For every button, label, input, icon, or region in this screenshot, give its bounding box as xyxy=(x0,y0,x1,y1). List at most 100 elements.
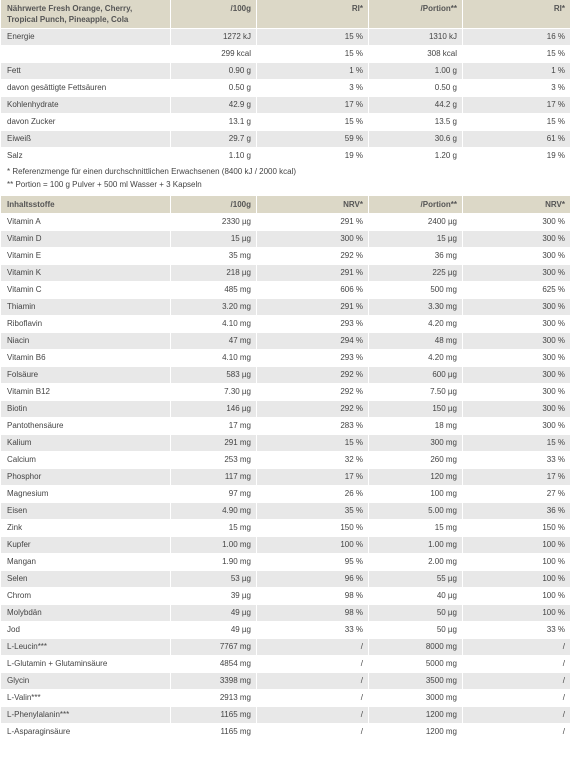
value-cell: 283 % xyxy=(256,417,369,435)
header-cell: Inhaltsstoffe xyxy=(0,195,171,214)
value-cell: 15 % xyxy=(256,113,369,131)
value-cell: 600 µg xyxy=(368,366,463,384)
value-cell: 1.00 g xyxy=(368,62,463,80)
value-cell: 100 % xyxy=(462,553,570,571)
table-row: davon Zucker 13.1 g 15 % 13.5 g 15 % xyxy=(0,113,570,131)
value-cell: 30.6 g xyxy=(368,130,463,148)
value-cell: 0.90 g xyxy=(170,62,257,80)
value-cell: 100 % xyxy=(462,570,570,588)
table-row: Vitamin B12 7.30 µg 292 % 7.50 µg 300 % xyxy=(0,383,570,401)
row-label: Kohlenhydrate xyxy=(0,96,171,114)
value-cell: 300 % xyxy=(462,315,570,333)
header-cell: NRV* xyxy=(256,195,369,214)
row-label: L-Asparaginsäure xyxy=(0,723,171,741)
value-cell: 300 % xyxy=(462,213,570,231)
table-row: Vitamin D 15 µg 300 % 15 µg 300 % xyxy=(0,230,570,248)
row-label: Jod xyxy=(0,621,171,639)
value-cell: 150 % xyxy=(256,519,369,537)
value-cell: 294 % xyxy=(256,332,369,350)
table-row: L-Leucin*** 7767 mg/8000 mg / xyxy=(0,638,570,656)
row-label: L-Glutamin + Glutaminsäure xyxy=(0,655,171,673)
value-cell: 2400 µg xyxy=(368,213,463,231)
row-label: Biotin xyxy=(0,400,171,418)
value-cell: 292 % xyxy=(256,383,369,401)
value-cell: 4854 mg xyxy=(170,655,257,673)
value-cell: 1 % xyxy=(462,62,570,80)
value-cell: 7767 mg xyxy=(170,638,257,656)
value-cell: 218 µg xyxy=(170,264,257,282)
table-row: Kohlenhydrate 42.9 g 17 % 44.2 g 17 % xyxy=(0,96,570,114)
value-cell: 19 % xyxy=(462,147,570,165)
row-label: Molybdän xyxy=(0,604,171,622)
value-cell: 100 mg xyxy=(368,485,463,503)
value-cell: 300 % xyxy=(462,230,570,248)
value-cell: 1 % xyxy=(256,62,369,80)
value-cell: 100 % xyxy=(256,536,369,554)
value-cell: 49 µg xyxy=(170,621,257,639)
value-cell: 100 % xyxy=(462,604,570,622)
value-cell: / xyxy=(256,689,369,707)
value-cell: 291 % xyxy=(256,298,369,316)
header-cell: /100g xyxy=(170,0,257,29)
table-row: Pantothensäure 17 mg 283 % 18 mg 300 % xyxy=(0,417,570,435)
value-cell: 15 % xyxy=(462,434,570,452)
header-cell: RI* xyxy=(256,0,369,29)
value-cell: 120 mg xyxy=(368,468,463,486)
value-cell: 4.20 mg xyxy=(368,315,463,333)
row-label: Glycin xyxy=(0,672,171,690)
table-row: Magnesium 97 mg 26 % 100 mg 27 % xyxy=(0,485,570,503)
table-row: Kalium 291 mg 15 % 300 mg 15 % xyxy=(0,434,570,452)
value-cell: 2330 µg xyxy=(170,213,257,231)
value-cell: 3.20 mg xyxy=(170,298,257,316)
value-cell: 95 % xyxy=(256,553,369,571)
header-cell: Nährwerte Fresh Orange, Cherry, Tropical… xyxy=(0,0,171,29)
value-cell: 33 % xyxy=(462,621,570,639)
value-cell: 35 mg xyxy=(170,247,257,265)
header-cell: RI* xyxy=(462,0,570,29)
value-cell: 47 mg xyxy=(170,332,257,350)
value-cell: 44.2 g xyxy=(368,96,463,114)
row-label: L-Leucin*** xyxy=(0,638,171,656)
table-row: L-Phenylalanin*** 1165 mg/1200 mg / xyxy=(0,706,570,724)
value-cell: 1165 mg xyxy=(170,706,257,724)
value-cell: / xyxy=(256,723,369,741)
value-cell: 15 % xyxy=(256,434,369,452)
value-cell: 29.7 g xyxy=(170,130,257,148)
row-label: Phosphor xyxy=(0,468,171,486)
value-cell: / xyxy=(462,689,570,707)
table-row: Kupfer 1.00 mg 100 % 1.00 mg 100 % xyxy=(0,536,570,554)
value-cell: / xyxy=(256,706,369,724)
value-cell: 1165 mg xyxy=(170,723,257,741)
value-cell: 17 mg xyxy=(170,417,257,435)
value-cell: 15 µg xyxy=(368,230,463,248)
table-row: Calcium 253 mg 32 % 260 mg 33 % xyxy=(0,451,570,469)
value-cell: 1.90 mg xyxy=(170,553,257,571)
value-cell: 3 % xyxy=(256,79,369,97)
value-cell: 100 % xyxy=(462,587,570,605)
row-label xyxy=(0,45,171,63)
table-row: Jod 49 µg 33 % 50 µg 33 % xyxy=(0,621,570,639)
table-row: 299 kcal 15 % 308 kcal 15 % xyxy=(0,45,570,63)
table-row: Eisen 4.90 mg 35 % 5.00 mg 36 % xyxy=(0,502,570,520)
row-label: Zink xyxy=(0,519,171,537)
row-label: L-Valin*** xyxy=(0,689,171,707)
table-row: L-Glutamin + Glutaminsäure 4854 mg/5000 m… xyxy=(0,655,570,673)
value-cell: 300 % xyxy=(462,400,570,418)
table-row: Vitamin K 218 µg 291 % 225 µg 300 % xyxy=(0,264,570,282)
value-cell: 150 % xyxy=(462,519,570,537)
value-cell: 0.50 g xyxy=(368,79,463,97)
value-cell: / xyxy=(256,638,369,656)
value-cell: 300 % xyxy=(462,417,570,435)
value-cell: 225 µg xyxy=(368,264,463,282)
value-cell: 48 mg xyxy=(368,332,463,350)
table-row: Vitamin B6 4.10 mg 293 % 4.20 mg 300 % xyxy=(0,349,570,367)
value-cell: 5.00 mg xyxy=(368,502,463,520)
value-cell: 299 kcal xyxy=(170,45,257,63)
table-row: Eiweiß 29.7 g 59 % 30.6 g 61 % xyxy=(0,130,570,148)
table-row: Niacin 47 mg 294 % 48 mg 300 % xyxy=(0,332,570,350)
value-cell: 15 % xyxy=(462,45,570,63)
value-cell: 300 % xyxy=(462,298,570,316)
value-cell: 15 µg xyxy=(170,230,257,248)
